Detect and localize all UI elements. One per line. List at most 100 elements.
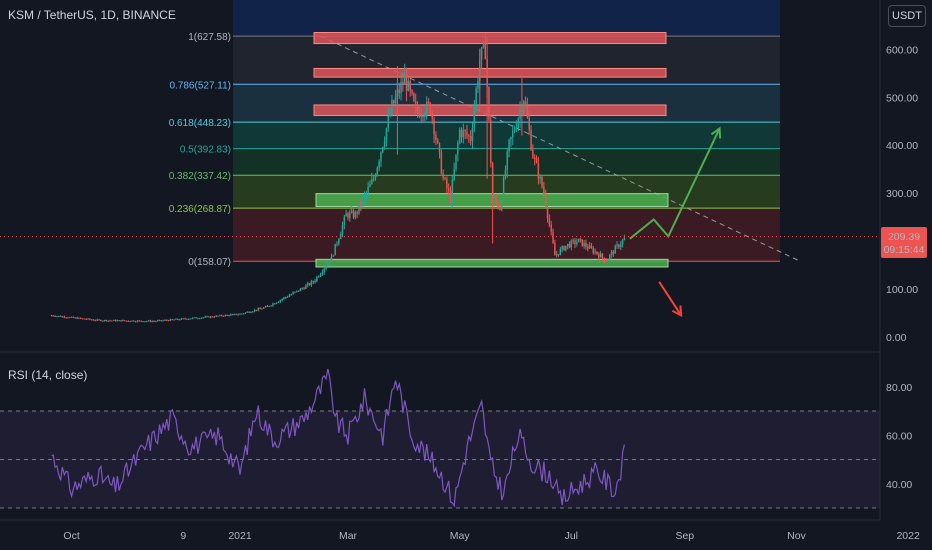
candle-body <box>358 203 360 214</box>
candle-body <box>473 107 476 129</box>
candle-body <box>312 281 314 283</box>
candle-body <box>136 320 139 322</box>
candle-body <box>475 88 477 108</box>
candle-body <box>614 246 616 254</box>
candle-body <box>457 143 459 155</box>
candle-body <box>153 321 155 323</box>
candle-body <box>530 129 532 150</box>
candle-body <box>166 319 168 321</box>
x-tick-label: 9 <box>180 530 186 542</box>
candle-body <box>607 259 609 262</box>
candle-body <box>87 318 89 320</box>
candle-body <box>288 295 291 297</box>
y-tick-label: 400.00 <box>886 140 918 152</box>
candle-body <box>193 317 195 319</box>
forecast-up-arrow-head <box>710 126 722 139</box>
candle-body <box>563 246 565 251</box>
candle-body <box>356 212 358 214</box>
candle-body <box>253 309 256 312</box>
price-label-box <box>881 227 927 258</box>
candle-body <box>623 237 626 240</box>
candle-body <box>490 119 492 164</box>
candle-body <box>219 315 221 317</box>
candle-body <box>164 319 166 321</box>
candle-body <box>601 253 604 258</box>
candle-body <box>535 158 538 164</box>
fib-level-label: 0.236(268.87) <box>169 204 231 215</box>
candle-body <box>537 163 540 179</box>
candle-body <box>369 183 371 187</box>
candle-body <box>612 251 615 254</box>
candle-body <box>588 245 591 249</box>
candle-body <box>599 253 602 258</box>
candle-body <box>554 243 556 256</box>
candle-body <box>138 320 141 322</box>
candle-body <box>116 320 119 322</box>
candle-body <box>122 320 124 322</box>
candle-body <box>517 118 519 129</box>
candle-body <box>70 316 73 318</box>
candle-body <box>224 314 227 317</box>
candle-body <box>543 187 545 194</box>
candle-body <box>67 317 69 319</box>
candle-body <box>58 315 60 317</box>
candle-body <box>480 47 483 60</box>
candle-body <box>314 280 316 283</box>
candle-body <box>235 313 238 315</box>
x-tick-label: 2022 <box>896 530 920 542</box>
candle-body <box>323 268 325 273</box>
candle-body <box>544 193 547 207</box>
candle-body <box>380 152 382 162</box>
candle-body <box>449 190 452 202</box>
candle-body <box>583 242 585 247</box>
candle-body <box>118 320 120 322</box>
candle-body <box>111 320 113 322</box>
candle-body <box>354 212 357 218</box>
candle-body <box>462 130 465 138</box>
candle-body <box>239 313 241 315</box>
candle-body <box>279 300 282 302</box>
x-tick-label: Mar <box>339 530 358 542</box>
candle-body <box>596 251 598 254</box>
candle-body <box>510 137 512 140</box>
candle-body <box>98 319 100 321</box>
candle-body <box>275 302 278 304</box>
candle-body <box>296 290 298 292</box>
candle-body <box>241 313 243 315</box>
candle-body <box>78 317 80 319</box>
candle-body <box>532 149 534 158</box>
fib-band <box>233 122 780 149</box>
candle-body <box>160 320 163 322</box>
candle-body <box>363 194 366 198</box>
fib-band <box>233 84 780 123</box>
candle-body <box>590 245 593 249</box>
candle-body <box>420 115 422 117</box>
candle-body <box>349 212 351 218</box>
candle-body <box>80 317 82 319</box>
candle-body <box>94 320 97 322</box>
y-tick-label: 600.00 <box>886 44 918 56</box>
rsi-line <box>51 368 625 508</box>
candle-body <box>566 243 569 246</box>
candle-body <box>59 315 62 317</box>
candle-body <box>144 321 146 323</box>
candle-body <box>402 81 404 85</box>
candle-body <box>425 101 428 115</box>
candle-body <box>524 101 527 107</box>
candle-body <box>508 139 510 152</box>
candle-body <box>173 319 175 321</box>
candle-body <box>290 294 292 296</box>
candle-body <box>259 308 261 310</box>
candle-body <box>255 309 258 311</box>
candle-body <box>413 93 415 102</box>
candle-body <box>460 129 463 138</box>
candle-body <box>321 272 324 275</box>
candle-body <box>189 318 192 320</box>
candle-body <box>233 313 236 315</box>
fib-level-label: 0.382(337.42) <box>169 171 231 182</box>
candle-body <box>317 276 320 278</box>
candle-body <box>389 114 391 117</box>
currency-button[interactable]: USDT <box>888 5 926 27</box>
candle-body <box>332 255 335 257</box>
